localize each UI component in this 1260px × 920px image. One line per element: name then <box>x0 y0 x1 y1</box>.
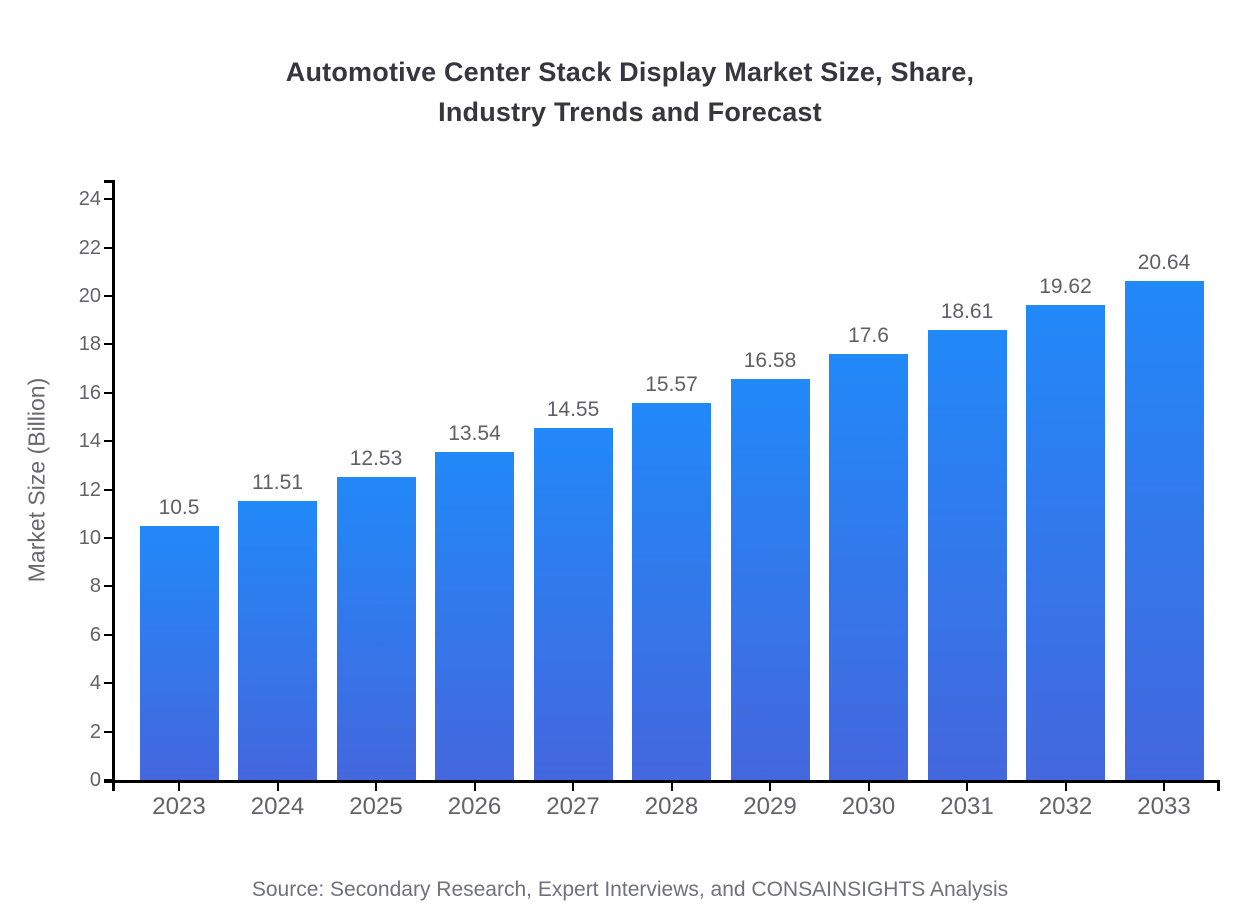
y-tick-label: 16 <box>78 381 101 404</box>
y-tick-label: 0 <box>89 769 101 791</box>
bar <box>1124 280 1204 780</box>
bar <box>139 525 219 780</box>
y-axis-top-cap <box>104 180 112 183</box>
y-tick-label: 8 <box>89 575 101 598</box>
bar-value-label: 14.55 <box>546 397 600 421</box>
chart-title: Automotive Center Stack Display Market S… <box>285 57 975 127</box>
x-tick-label: 2029 <box>743 793 797 820</box>
bar-value-label: 15.57 <box>645 373 698 397</box>
source-note: Source: Secondary Research, Expert Inter… <box>251 878 1009 901</box>
y-tick-mark <box>104 779 112 781</box>
x-tick-mark <box>1064 780 1067 791</box>
x-tick-mark <box>375 780 377 791</box>
x-tick-mark <box>966 780 968 791</box>
x-tick-mark <box>572 780 574 791</box>
bar-value-label: 11.51 <box>252 471 303 495</box>
bar <box>238 501 317 780</box>
bar-value-label: 12.53 <box>349 446 403 470</box>
y-tick-label: 12 <box>78 478 101 501</box>
bar <box>927 329 1007 780</box>
y-tick-label: 10 <box>78 527 101 549</box>
y-tick-label: 6 <box>89 623 101 646</box>
bar-value-label: 10.5 <box>158 495 200 519</box>
y-tick-mark <box>104 198 112 201</box>
y-tick-mark <box>104 246 112 249</box>
x-axis-line <box>104 780 1220 783</box>
bar-value-label: 19.62 <box>1039 275 1092 299</box>
bar <box>1026 305 1105 780</box>
y-tick-mark <box>104 488 112 491</box>
bar <box>533 427 613 780</box>
x-tick-mark <box>670 780 673 791</box>
bar <box>435 452 514 780</box>
y-tick-label: 14 <box>78 430 101 453</box>
x-tick-label: 2026 <box>447 793 502 820</box>
y-tick-label: 2 <box>89 720 101 743</box>
bar-value-label: 13.54 <box>448 422 501 446</box>
bar-value-label: 18.61 <box>940 299 994 323</box>
y-tick-mark <box>104 343 112 346</box>
y-tick-label: 4 <box>89 672 101 695</box>
bar <box>632 403 711 780</box>
bar <box>336 476 416 780</box>
y-axis-line <box>112 180 115 780</box>
x-tick-label: 2030 <box>841 793 896 820</box>
x-tick-mark <box>769 780 771 791</box>
y-tick-label: 22 <box>78 236 101 259</box>
y-tick-mark <box>104 295 112 297</box>
bar-value-label: 17.6 <box>848 324 889 348</box>
x-tick-mark <box>473 780 476 791</box>
x-tick-mark <box>276 780 279 791</box>
bar-value-label: 16.58 <box>743 348 797 372</box>
x-tick-mark <box>1163 780 1165 791</box>
x-axis-right-cap <box>1217 780 1220 791</box>
x-tick-mark <box>867 780 870 791</box>
x-axis-left-cap <box>112 780 115 791</box>
x-tick-label: 2032 <box>1038 793 1093 820</box>
x-tick-mark <box>178 780 180 791</box>
y-tick-mark <box>104 537 112 539</box>
x-tick-label: 2027 <box>546 793 600 820</box>
bar-value-label: 20.64 <box>1137 250 1191 274</box>
y-tick-mark <box>104 391 112 394</box>
bar <box>829 354 908 780</box>
x-tick-label: 2028 <box>644 793 699 820</box>
y-tick-label: 24 <box>78 188 101 211</box>
x-tick-label: 2025 <box>349 793 403 820</box>
x-tick-label: 2033 <box>1137 793 1191 820</box>
y-tick-label: 20 <box>78 285 101 307</box>
x-tick-label: 2023 <box>152 793 206 820</box>
bar <box>730 378 810 780</box>
y-tick-mark <box>104 585 112 588</box>
y-tick-label: 18 <box>78 333 101 356</box>
y-tick-mark <box>104 633 112 636</box>
x-tick-label: 2031 <box>940 793 994 820</box>
y-tick-mark <box>104 682 112 685</box>
y-tick-mark <box>104 440 112 443</box>
y-tick-mark <box>104 730 112 733</box>
x-tick-label: 2024 <box>250 793 305 820</box>
